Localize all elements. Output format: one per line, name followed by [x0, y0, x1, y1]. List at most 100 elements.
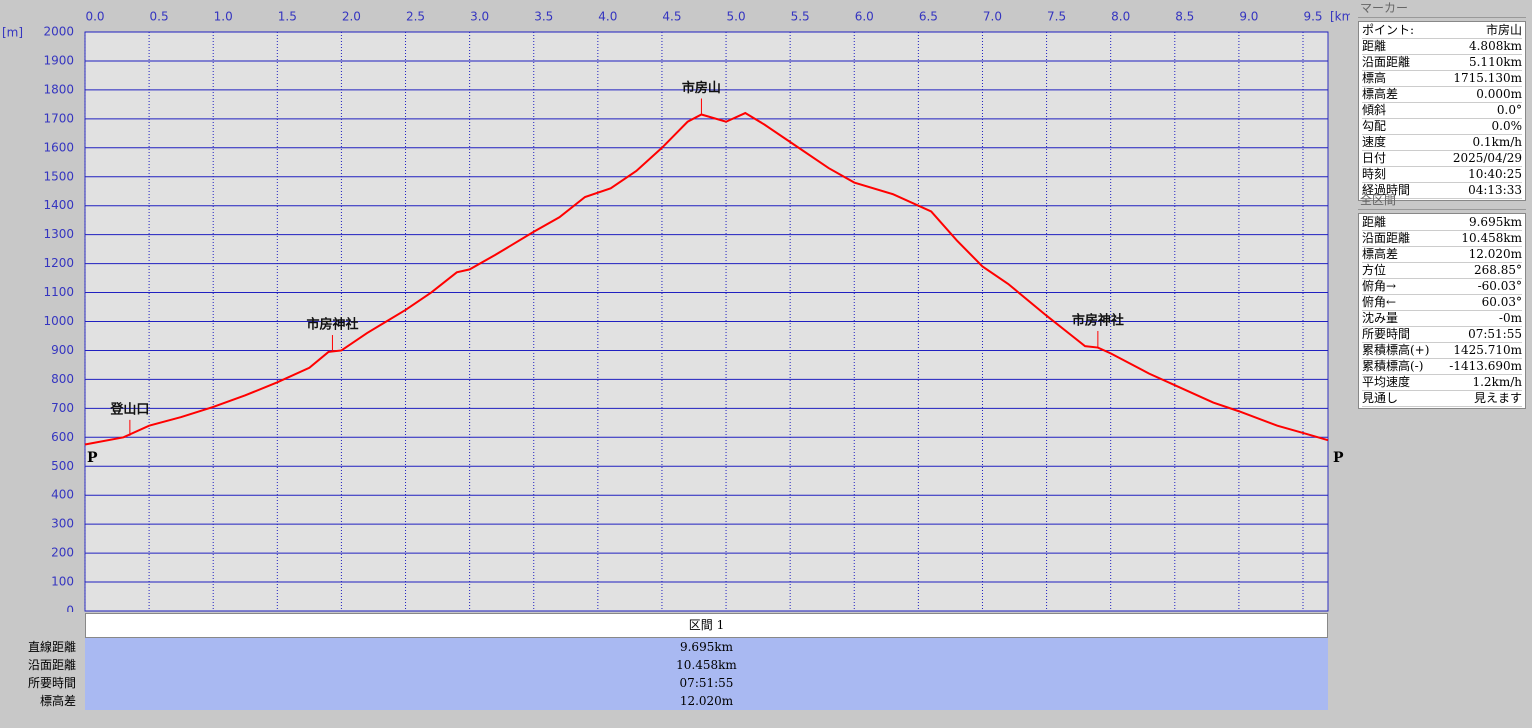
panel-value: 0.0% — [1491, 119, 1523, 133]
panel-label: 経過時間 — [1362, 183, 1411, 197]
start-label: P — [87, 450, 98, 466]
panel-value: 0.000m — [1476, 87, 1522, 101]
panel-value: 5.110km — [1468, 55, 1522, 69]
x-tick-label: 1.5 — [278, 10, 297, 24]
y-tick-label: 200 — [51, 546, 74, 560]
section-header: 区間 1 — [85, 613, 1328, 638]
panel-label: 平均速度 — [1362, 375, 1411, 389]
panel-row: 標高差 0.000m — [1362, 87, 1522, 103]
panel-value: -1413.690m — [1449, 359, 1522, 373]
x-tick-label: 2.0 — [342, 10, 361, 24]
annotation-label: 市房神社 — [1072, 312, 1124, 328]
y-tick-label: 1900 — [43, 53, 74, 67]
x-tick-label: 3.0 — [470, 10, 489, 24]
y-tick-label: 1100 — [43, 285, 74, 299]
panel-label: 速度 — [1362, 135, 1387, 149]
panel-title: マーカー — [1358, 0, 1526, 18]
panel-value: -0m — [1498, 311, 1522, 325]
x-tick-label: 2.5 — [406, 10, 425, 24]
panel-label: 沿面距離 — [1362, 231, 1411, 245]
section-value: 12.020m — [85, 692, 1328, 710]
panel-row: ポイント: 市房山 — [1362, 23, 1522, 39]
panel-label: 俯角→ — [1362, 279, 1397, 293]
x-tick-label: 7.0 — [983, 10, 1002, 24]
y-tick-label: 1300 — [43, 227, 74, 241]
panel-label: 方位 — [1362, 263, 1387, 277]
panel-label: 沈み量 — [1362, 311, 1399, 325]
panel-label: 傾斜 — [1362, 103, 1387, 117]
section-label: 標高差 — [39, 694, 76, 708]
panel-value: 268.85° — [1474, 263, 1522, 277]
panel-label: 標高 — [1362, 71, 1387, 85]
panel-row: 沿面距離 10.458km — [1362, 231, 1522, 247]
x-tick-label: 1.0 — [214, 10, 233, 24]
panel-row: 俯角← 60.03° — [1362, 295, 1522, 311]
panel-row: 見通し 見えます — [1362, 391, 1522, 407]
summary-panel: 全区間距離 9.695km 沿面距離 10.458km 標高差 12.020m 方位 268.… — [1358, 192, 1526, 409]
y-tick-label: 1500 — [43, 169, 74, 183]
panel-row: 日付 2025/04/29 — [1362, 151, 1522, 167]
section-value: 07:51:55 — [85, 674, 1328, 692]
annotation-label: 登山口 — [109, 401, 149, 417]
panel-label: 累積標高(+) — [1362, 343, 1430, 357]
panel-value: 07:51:55 — [1468, 327, 1522, 341]
panel-label: 距離 — [1362, 215, 1387, 229]
panel-row: 俯角→ -60.03° — [1362, 279, 1522, 295]
x-tick-label: 3.5 — [534, 10, 553, 24]
y-unit: [m] — [2, 26, 23, 40]
y-tick-label: 0 — [66, 604, 74, 613]
panel-value: 04:13:33 — [1468, 183, 1522, 197]
panel-label: 距離 — [1362, 39, 1387, 53]
panel-value: -60.03° — [1477, 279, 1522, 293]
panel-value: 市房山 — [1485, 23, 1522, 37]
x-tick-label: 0.5 — [150, 10, 169, 24]
panel-value: 1.2km/h — [1472, 375, 1522, 389]
section-value: 10.458km — [85, 656, 1328, 674]
panel-title: 全区間 — [1358, 192, 1526, 210]
panel-row: 標高差 12.020m — [1362, 247, 1522, 263]
section-label: 所要時間 — [27, 676, 76, 690]
y-tick-label: 100 — [51, 575, 74, 589]
chart: [m] [km] P P 0 100 200 300 400 500 600 700 800 90… — [2, 10, 1350, 613]
y-tick-label: 1000 — [43, 314, 74, 328]
panel-value: 1425.710m — [1453, 343, 1522, 357]
panel-value: 12.020m — [1468, 247, 1522, 261]
panel-value: 0.0° — [1496, 103, 1522, 117]
panel-row: 所要時間 07:51:55 — [1362, 327, 1522, 343]
panel-label: 日付 — [1362, 151, 1387, 165]
y-tick-label: 1800 — [43, 82, 74, 96]
panel-table: ポイント: 市房山 距離 4.808km 沿面距離 5.110km 標高 1715.130m 標… — [1358, 21, 1526, 201]
x-tick-label: 9.5 — [1303, 10, 1322, 24]
y-tick-label: 2000 — [43, 25, 74, 39]
panel-row: 速度 0.1km/h — [1362, 135, 1522, 151]
x-tick-label: 8.0 — [1111, 10, 1130, 24]
y-tick-label: 1200 — [43, 256, 74, 270]
y-tick-label: 600 — [51, 430, 74, 444]
x-tick-label: 4.0 — [598, 10, 617, 24]
annotation-label: 市房山 — [682, 80, 721, 96]
marker-panel: マーカー ポイント: 市房山 距離 4.808km 沿面距離 5.110km 標高 1715.1… — [1358, 0, 1526, 201]
panel-label: 標高差 — [1362, 87, 1399, 101]
panel-label: 勾配 — [1362, 119, 1387, 133]
panel-value: 9.695km — [1468, 215, 1522, 229]
section-row: 直線距離 9.695km — [0, 638, 1330, 656]
section-label: 沿面距離 — [27, 658, 76, 672]
panel-label: 沿面距離 — [1362, 55, 1411, 69]
panel-row: 経過時間 04:13:33 — [1362, 183, 1522, 199]
panel-row: 時刻 10:40:25 — [1362, 167, 1522, 183]
annotation-label: 市房神社 — [306, 317, 358, 333]
section-row: 標高差 12.020m — [0, 692, 1330, 710]
panel-value: 4.808km — [1468, 39, 1522, 53]
panel-row: 累積標高(-) -1413.690m — [1362, 359, 1522, 375]
panel-row: 傾斜 0.0° — [1362, 103, 1522, 119]
y-tick-label: 1400 — [43, 198, 74, 212]
panel-row: 沿面距離 5.110km — [1362, 55, 1522, 71]
panel-value: 見えます — [1473, 391, 1522, 405]
y-tick-label: 1700 — [43, 111, 74, 125]
x-tick-label: 0.0 — [85, 10, 104, 24]
x-tick-label: 8.5 — [1175, 10, 1194, 24]
section-value: 9.695km — [85, 638, 1328, 656]
panel-label: 俯角← — [1362, 295, 1397, 309]
x-tick-label: 4.5 — [662, 10, 681, 24]
